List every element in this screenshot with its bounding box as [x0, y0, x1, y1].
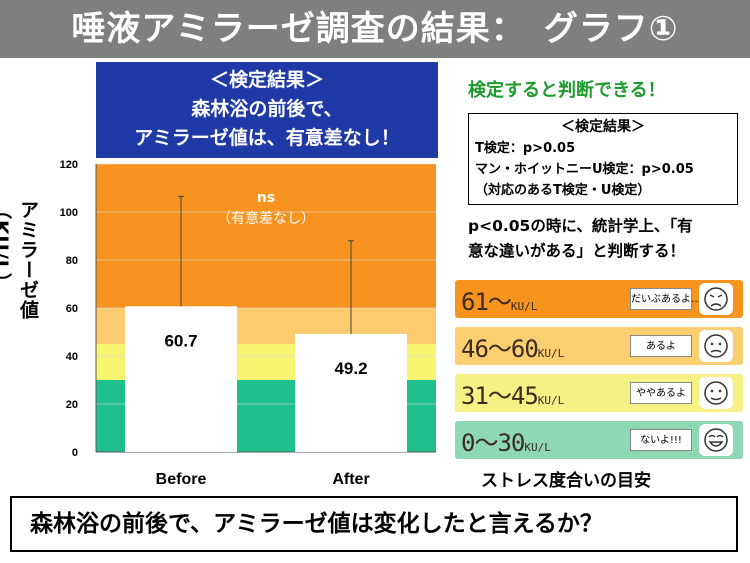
- y-tick-label-1: 20: [66, 399, 78, 411]
- side-headline: 検定すると判断できる！: [468, 80, 666, 101]
- x-tick-label-before: Before: [156, 471, 207, 488]
- stress-phrase: ややあるよ: [630, 382, 692, 404]
- stress-row-3: 0～30KU/L ないよ!!!: [455, 421, 743, 459]
- result-box-line1: ＜検定結果＞: [209, 69, 324, 91]
- significance-note: p<0.05の時に、統計学上、「有 意な違いがある」と判断する！: [468, 214, 740, 264]
- y-tick-label-5: 100: [60, 207, 78, 219]
- question-box: 森林浴の前後で、アミラーゼ値は変化したと言えるか？: [10, 496, 738, 552]
- result-box-line3: アミラーゼ値は、有意差なし！: [134, 127, 400, 149]
- stress-range: 31～45KU/L: [461, 382, 565, 410]
- sad-face-icon: [699, 330, 733, 362]
- angry-face-icon: [699, 283, 733, 315]
- stress-row-2: 31～45KU/L ややあるよ: [455, 374, 743, 412]
- stress-range: 61～KU/L: [461, 288, 538, 316]
- ns-annotation-detail: （有意差なし）: [217, 210, 315, 227]
- bar-after: [295, 333, 407, 452]
- bar-chart: 0 20 40 60 80 100 120 60.7 Before 49.2 After ns （有意差…: [60, 159, 436, 488]
- test-box-line1: T検定：p>0.05: [475, 141, 576, 156]
- x-tick-label-after: After: [332, 471, 369, 488]
- data-label-after: 49.2: [334, 359, 367, 378]
- stress-range: 46～60KU/L: [461, 335, 565, 363]
- note-line2: 意な違いがある」と判断する！: [468, 242, 686, 260]
- stress-row-0: 61～KU/L だいぶあるよ…: [455, 280, 743, 318]
- page-title: 唾液アミラーゼ調査の結果： グラフ①: [0, 0, 750, 58]
- test-box-title: ＜検定結果＞: [561, 119, 645, 135]
- y-tick-label-4: 80: [66, 255, 78, 267]
- neutral-face-icon: [699, 377, 733, 409]
- stress-unit: KU/L: [537, 394, 565, 407]
- y-tick-label-0: 0: [72, 447, 78, 459]
- stress-unit: KU/L: [524, 441, 551, 454]
- stress-phrase: あるよ: [630, 335, 692, 357]
- data-label-before: 60.7: [164, 331, 197, 350]
- band-3: [96, 164, 436, 308]
- ns-annotation: ns: [257, 190, 275, 206]
- stress-unit: KU/L: [510, 300, 538, 313]
- happy-face-icon: [699, 424, 733, 456]
- stress-range: 0～30KU/L: [461, 429, 551, 457]
- y-axis-label: アミラーゼ値（KU/L）: [0, 200, 39, 320]
- stress-row-1: 46～60KU/L あるよ: [455, 327, 743, 365]
- y-tick-label-3: 60: [66, 303, 78, 315]
- test-box-line2: マン・ホイットニーU検定：p>0.05: [475, 162, 694, 177]
- bar-before: [125, 306, 237, 452]
- y-tick-label-2: 40: [66, 351, 78, 363]
- note-line1: p<0.05の時に、統計学上、「有: [468, 217, 693, 235]
- result-box: ＜検定結果＞ 森林浴の前後で、 アミラーゼ値は、有意差なし！: [96, 62, 438, 158]
- result-box-line2: 森林浴の前後で、: [191, 98, 343, 120]
- stress-phrase: ないよ!!!: [630, 429, 692, 451]
- y-tick-label-6: 120: [60, 159, 78, 171]
- stress-phrase: だいぶあるよ…: [630, 288, 701, 310]
- test-result-box: ＜検定結果＞ T検定：p>0.05 マン・ホイットニーU検定：p>0.05 （対…: [468, 113, 738, 205]
- stress-scale-caption: ストレス度合いの目安: [481, 471, 651, 491]
- stress-unit: KU/L: [537, 347, 565, 360]
- test-box-line3: （対応のあるT検定・U検定）: [475, 183, 651, 198]
